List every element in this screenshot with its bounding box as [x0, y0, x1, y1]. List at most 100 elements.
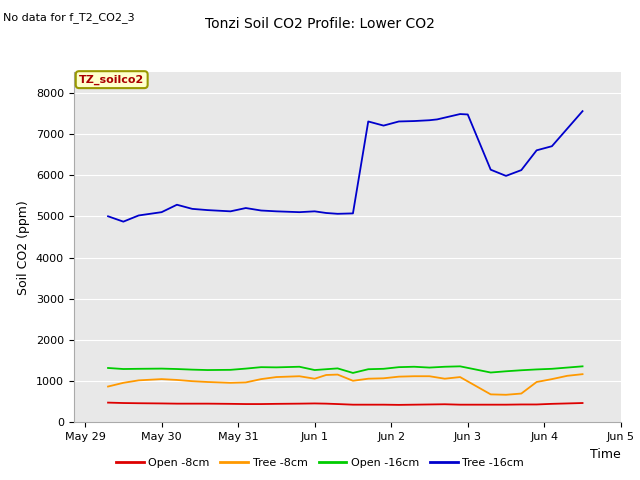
Tree -8cm: [502, 392, 510, 397]
Open -16cm: [410, 364, 418, 370]
Open -8cm: [204, 401, 211, 407]
Open -8cm: [296, 401, 303, 407]
Open -16cm: [104, 365, 112, 371]
Open -16cm: [296, 364, 303, 370]
Tree -8cm: [456, 374, 464, 380]
Tree -8cm: [242, 380, 250, 385]
Open -8cm: [158, 400, 166, 406]
Tree -16cm: [548, 144, 556, 149]
Tree -16cm: [395, 119, 403, 124]
Tree -16cm: [158, 209, 166, 215]
Open -16cm: [441, 364, 449, 370]
Open -16cm: [349, 370, 356, 376]
Tree -16cm: [242, 205, 250, 211]
Tree -8cm: [296, 373, 303, 379]
Tree -16cm: [135, 213, 143, 218]
Tree -8cm: [188, 378, 196, 384]
Tree -8cm: [532, 379, 540, 385]
Tree -8cm: [158, 376, 166, 382]
Tree -16cm: [349, 211, 356, 216]
Tree -8cm: [204, 379, 211, 385]
Tree -8cm: [173, 377, 180, 383]
Tree -16cm: [227, 208, 234, 214]
Tree -16cm: [257, 208, 265, 214]
Open -16cm: [227, 367, 234, 372]
Tree -16cm: [296, 209, 303, 215]
Open -16cm: [158, 366, 166, 372]
Open -8cm: [518, 402, 525, 408]
Open -8cm: [334, 401, 342, 407]
Open -8cm: [502, 402, 510, 408]
Tree -8cm: [273, 374, 280, 380]
Open -8cm: [257, 401, 265, 407]
Open -8cm: [135, 400, 143, 406]
Open -8cm: [579, 400, 586, 406]
Tree -8cm: [135, 377, 143, 383]
Open -16cm: [273, 364, 280, 370]
Open -16cm: [323, 366, 330, 372]
Open -16cm: [364, 366, 372, 372]
Tree -16cm: [188, 206, 196, 212]
Open -8cm: [548, 401, 556, 407]
Tree -16cm: [532, 147, 540, 153]
Open -16cm: [120, 366, 127, 372]
Tree -8cm: [518, 391, 525, 396]
Open -8cm: [120, 400, 127, 406]
Open -8cm: [532, 402, 540, 408]
X-axis label: Time: Time: [590, 448, 621, 461]
Tree -8cm: [579, 372, 586, 377]
Open -16cm: [204, 367, 211, 373]
Open -16cm: [579, 363, 586, 369]
Tree -16cm: [502, 173, 510, 179]
Tree -8cm: [334, 372, 342, 377]
Tree -8cm: [311, 376, 319, 382]
Open -16cm: [173, 366, 180, 372]
Tree -8cm: [548, 376, 556, 382]
Tree -16cm: [323, 210, 330, 216]
Open -8cm: [380, 402, 387, 408]
Open -8cm: [311, 400, 319, 406]
Tree -16cm: [273, 208, 280, 214]
Open -16cm: [532, 367, 540, 372]
Tree -16cm: [120, 219, 127, 225]
Open -16cm: [380, 366, 387, 372]
Tree -16cm: [380, 123, 387, 129]
Tree -16cm: [518, 167, 525, 173]
Line: Tree -8cm: Tree -8cm: [108, 374, 582, 395]
Open -16cm: [426, 365, 433, 371]
Open -16cm: [518, 367, 525, 373]
Tree -16cm: [334, 211, 342, 216]
Tree -16cm: [311, 208, 319, 214]
Tree -16cm: [579, 108, 586, 114]
Open -16cm: [487, 370, 495, 375]
Tree -16cm: [410, 118, 418, 124]
Y-axis label: Soil CO2 (ppm): Soil CO2 (ppm): [17, 200, 30, 295]
Legend: Open -8cm, Tree -8cm, Open -16cm, Tree -16cm: Open -8cm, Tree -8cm, Open -16cm, Tree -…: [111, 453, 529, 472]
Open -8cm: [410, 402, 418, 408]
Tree -8cm: [120, 380, 127, 386]
Tree -8cm: [323, 372, 330, 378]
Open -16cm: [548, 366, 556, 372]
Tree -16cm: [173, 202, 180, 208]
Open -16cm: [502, 369, 510, 374]
Tree -8cm: [349, 378, 356, 384]
Open -8cm: [441, 401, 449, 407]
Tree -16cm: [204, 207, 211, 213]
Open -8cm: [364, 402, 372, 408]
Tree -16cm: [456, 111, 464, 117]
Line: Open -16cm: Open -16cm: [108, 366, 582, 373]
Tree -8cm: [257, 376, 265, 382]
Open -16cm: [563, 365, 571, 371]
Open -8cm: [273, 401, 280, 407]
Tree -8cm: [380, 375, 387, 381]
Open -8cm: [104, 400, 112, 406]
Open -16cm: [311, 367, 319, 373]
Line: Open -8cm: Open -8cm: [108, 403, 582, 405]
Tree -16cm: [487, 167, 495, 173]
Open -8cm: [173, 401, 180, 407]
Open -16cm: [456, 363, 464, 369]
Open -8cm: [487, 402, 495, 408]
Open -8cm: [323, 401, 330, 407]
Tree -16cm: [426, 117, 433, 123]
Tree -8cm: [104, 384, 112, 389]
